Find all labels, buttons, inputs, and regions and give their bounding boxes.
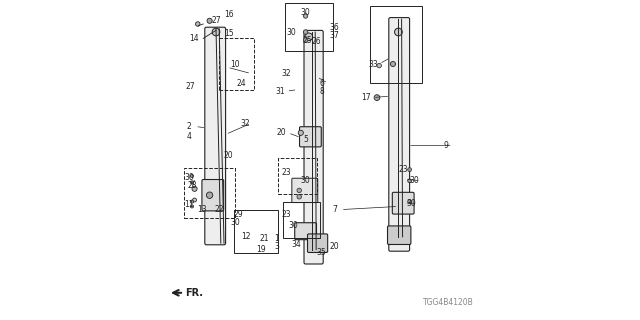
Circle shape (390, 61, 396, 67)
Text: 2: 2 (186, 122, 191, 131)
Text: 10: 10 (230, 60, 240, 68)
Text: 30: 30 (288, 221, 298, 230)
Circle shape (408, 200, 412, 204)
Circle shape (192, 186, 197, 191)
Text: 20: 20 (330, 242, 339, 251)
Text: 1: 1 (275, 234, 279, 243)
Text: 32: 32 (282, 69, 291, 78)
Circle shape (206, 192, 212, 198)
Text: 28: 28 (188, 181, 196, 190)
Text: 25: 25 (302, 36, 312, 44)
Circle shape (303, 14, 308, 18)
Circle shape (212, 28, 220, 36)
FancyBboxPatch shape (304, 30, 323, 264)
Text: 35: 35 (317, 248, 326, 257)
Circle shape (377, 63, 381, 68)
Bar (278, 158, 317, 194)
Circle shape (191, 174, 193, 178)
Bar (283, 202, 320, 238)
Text: 5: 5 (303, 135, 308, 144)
Text: 19: 19 (256, 245, 266, 254)
FancyBboxPatch shape (202, 180, 224, 211)
Text: 30: 30 (286, 28, 296, 36)
Text: 27: 27 (211, 16, 221, 25)
Circle shape (408, 168, 412, 172)
Circle shape (297, 188, 301, 193)
Circle shape (303, 30, 308, 34)
Text: 30: 30 (301, 176, 310, 185)
FancyBboxPatch shape (300, 127, 321, 147)
Text: 4: 4 (186, 132, 191, 140)
Text: 31: 31 (275, 87, 285, 96)
Bar (184, 168, 236, 218)
Circle shape (191, 200, 193, 203)
Text: 17: 17 (362, 93, 371, 102)
Text: 24: 24 (237, 79, 246, 88)
FancyBboxPatch shape (388, 18, 410, 251)
Text: 29: 29 (234, 210, 243, 219)
Text: 32: 32 (240, 119, 250, 128)
Circle shape (394, 28, 402, 36)
Text: 7: 7 (332, 205, 337, 214)
Text: 20: 20 (224, 151, 234, 160)
Text: 23: 23 (282, 210, 291, 219)
Text: 16: 16 (224, 10, 234, 19)
Text: 30: 30 (230, 218, 240, 227)
Bar (370, 6, 422, 83)
Text: 30: 30 (406, 199, 416, 208)
Circle shape (191, 181, 193, 184)
Text: 6: 6 (319, 79, 324, 88)
Bar (285, 3, 333, 51)
FancyBboxPatch shape (388, 226, 411, 244)
Circle shape (193, 198, 196, 202)
Text: 30: 30 (301, 8, 310, 17)
FancyBboxPatch shape (205, 27, 226, 245)
FancyBboxPatch shape (392, 192, 414, 214)
Text: 3: 3 (275, 242, 279, 251)
FancyBboxPatch shape (292, 178, 317, 203)
Circle shape (305, 33, 312, 41)
Circle shape (207, 18, 212, 23)
Text: 12: 12 (242, 232, 251, 241)
Text: 33: 33 (368, 60, 378, 68)
Text: 34: 34 (291, 240, 301, 249)
Text: 14: 14 (189, 34, 198, 43)
FancyBboxPatch shape (295, 223, 317, 240)
Text: 9: 9 (444, 141, 449, 150)
Bar (219, 38, 254, 90)
Text: 23: 23 (282, 168, 291, 177)
Text: 23: 23 (398, 165, 408, 174)
FancyBboxPatch shape (307, 234, 328, 252)
Circle shape (298, 130, 303, 135)
Circle shape (297, 195, 301, 199)
Circle shape (303, 38, 308, 42)
Text: 20: 20 (276, 128, 287, 137)
Text: 15: 15 (224, 29, 234, 38)
Text: 13: 13 (196, 205, 207, 214)
Text: 8: 8 (319, 87, 324, 96)
Text: 11: 11 (184, 200, 193, 209)
Circle shape (408, 179, 412, 183)
Circle shape (191, 205, 193, 208)
Text: 36: 36 (330, 23, 339, 32)
Circle shape (196, 22, 200, 26)
Text: 30: 30 (184, 173, 194, 182)
Bar (234, 210, 278, 253)
Text: 37: 37 (330, 31, 339, 40)
Text: 22: 22 (214, 205, 224, 214)
Text: TGG4B4120B: TGG4B4120B (423, 298, 474, 307)
Text: 30: 30 (410, 176, 419, 185)
Text: 21: 21 (259, 234, 269, 243)
Text: 27: 27 (186, 82, 195, 91)
Circle shape (374, 95, 380, 100)
Text: 26: 26 (312, 37, 322, 46)
Text: FR.: FR. (186, 288, 204, 298)
